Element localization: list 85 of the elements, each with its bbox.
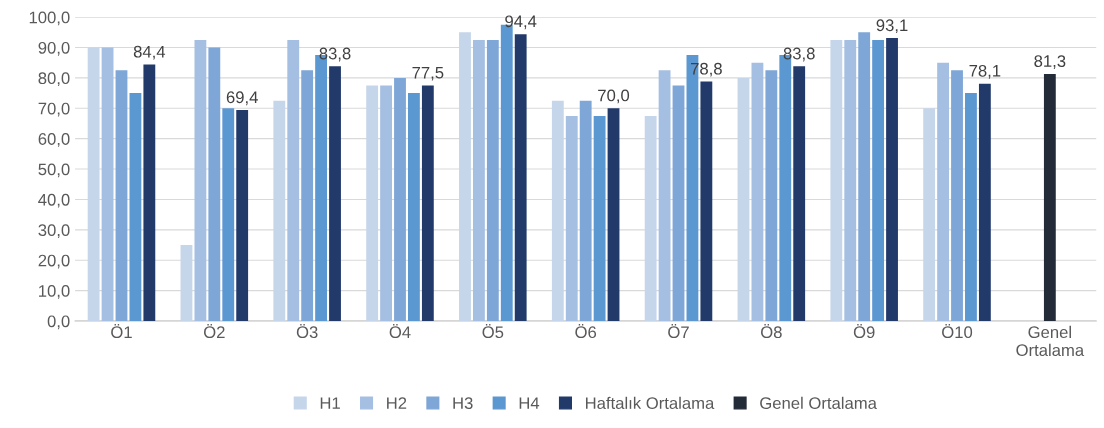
data-label: 77,5	[412, 66, 444, 81]
bar	[978, 83, 991, 321]
bar	[965, 93, 977, 321]
data-label: 83,8	[783, 47, 815, 62]
bar	[1043, 73, 1056, 321]
bar	[115, 70, 128, 321]
y-tick-label: 10,0	[39, 285, 70, 299]
x-tick-label: Genel Ortalama	[1016, 325, 1085, 357]
bar	[844, 39, 857, 321]
x-tick-label: Ö10	[942, 323, 973, 339]
bar	[514, 34, 527, 321]
bar	[194, 39, 207, 321]
x-tick-label: Ö1	[111, 323, 132, 339]
bar	[421, 85, 434, 321]
y-tick-label: 90,0	[38, 41, 70, 56]
y-tick-label: 60,0	[38, 133, 70, 147]
legend-label: H1	[320, 397, 340, 409]
bar	[872, 39, 885, 321]
bar	[858, 32, 871, 321]
bar	[886, 38, 898, 321]
bar	[565, 115, 578, 321]
x-tick-label: Ö7	[668, 323, 689, 339]
bar	[222, 108, 235, 321]
data-label: 94,4	[505, 15, 537, 30]
x-tick-label: Ö4	[389, 323, 411, 339]
data-label: 70,0	[598, 89, 630, 104]
legend-label: H2	[387, 397, 407, 409]
bar	[273, 100, 286, 321]
bar	[208, 47, 221, 321]
data-label: 69,4	[226, 91, 258, 106]
bar	[459, 32, 471, 321]
x-tick-label: Ö3	[296, 323, 318, 339]
bar	[607, 108, 620, 321]
legend-label: H4	[519, 397, 540, 409]
bar	[329, 66, 341, 321]
legend-label: H3	[453, 397, 473, 410]
bar	[593, 115, 606, 321]
bar	[101, 47, 114, 321]
bar	[951, 70, 963, 321]
bar	[751, 62, 764, 321]
bar	[236, 110, 249, 321]
bar	[830, 39, 843, 321]
bar	[87, 47, 100, 321]
bar	[486, 39, 499, 321]
bar	[793, 66, 806, 321]
y-tick-label: 30,0	[38, 224, 70, 239]
bar	[579, 100, 592, 321]
data-label: 78,1	[969, 64, 1001, 79]
legend-label: Haftalık Ortalama	[586, 396, 715, 410]
y-tick-label: 40,0	[38, 193, 70, 208]
bar	[923, 108, 936, 321]
y-tick-label: 100,0	[29, 11, 70, 26]
x-tick-label: Ö5	[482, 323, 504, 339]
bar	[143, 64, 156, 321]
bar	[301, 70, 314, 321]
bar	[658, 70, 671, 321]
bar	[937, 62, 950, 321]
bar	[129, 93, 142, 321]
y-tick-label: 80,0	[38, 72, 70, 87]
bar	[180, 245, 193, 321]
bar	[700, 81, 713, 321]
bar	[287, 39, 300, 321]
data-label: 93,1	[876, 19, 908, 34]
data-label: 83,8	[319, 47, 351, 62]
bar	[765, 70, 778, 321]
data-label: 84,4	[133, 45, 166, 60]
y-tick-label: 0,0	[47, 315, 70, 330]
bar	[366, 85, 379, 321]
y-tick-label: 20,0	[38, 254, 70, 269]
bar	[644, 115, 657, 321]
data-label: 81,3	[1034, 55, 1066, 69]
bar	[737, 77, 750, 321]
y-tick-label: 50,0	[38, 163, 70, 178]
y-tick-label: 70,0	[38, 102, 70, 117]
bar	[472, 39, 485, 321]
bar	[408, 93, 420, 321]
legend-label: Genel Ortalama	[760, 396, 877, 410]
bar	[672, 85, 685, 321]
bar	[394, 77, 406, 321]
x-tick-label: Ö9	[853, 323, 875, 339]
x-tick-label: Ö6	[575, 323, 597, 339]
x-tick-label: Ö8	[761, 323, 782, 339]
bar	[380, 85, 392, 321]
x-tick-label: Ö2	[204, 323, 225, 339]
bar	[551, 100, 564, 321]
